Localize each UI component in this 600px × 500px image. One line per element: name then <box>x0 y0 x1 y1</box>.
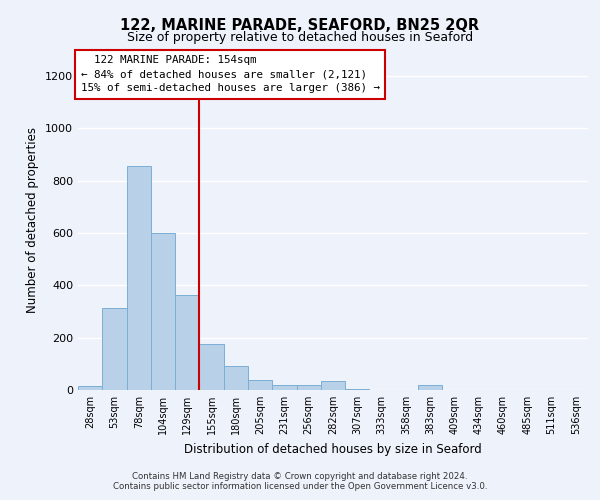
Bar <box>151 233 175 390</box>
Bar <box>321 381 345 390</box>
Bar <box>199 344 224 390</box>
Text: 122 MARINE PARADE: 154sqm
← 84% of detached houses are smaller (2,121)
15% of se: 122 MARINE PARADE: 154sqm ← 84% of detac… <box>80 55 380 93</box>
Y-axis label: Number of detached properties: Number of detached properties <box>26 127 40 313</box>
Text: Contains HM Land Registry data © Crown copyright and database right 2024.
Contai: Contains HM Land Registry data © Crown c… <box>113 472 487 491</box>
Bar <box>102 308 127 390</box>
Bar <box>248 380 272 390</box>
Bar <box>127 166 151 390</box>
Bar <box>345 388 370 390</box>
Bar <box>78 386 102 390</box>
Text: 122, MARINE PARADE, SEAFORD, BN25 2QR: 122, MARINE PARADE, SEAFORD, BN25 2QR <box>121 18 479 32</box>
Bar <box>175 294 199 390</box>
Bar <box>272 385 296 390</box>
Bar <box>296 385 321 390</box>
Bar <box>418 385 442 390</box>
X-axis label: Distribution of detached houses by size in Seaford: Distribution of detached houses by size … <box>184 442 482 456</box>
Bar <box>224 366 248 390</box>
Text: Size of property relative to detached houses in Seaford: Size of property relative to detached ho… <box>127 31 473 44</box>
